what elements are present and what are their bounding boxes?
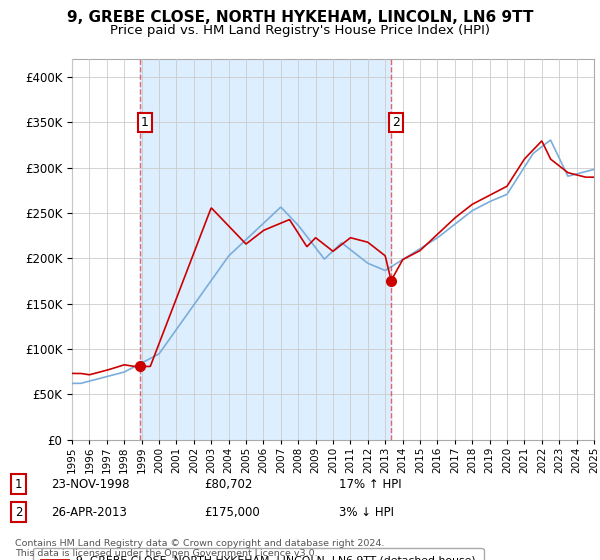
Text: £175,000: £175,000	[204, 506, 260, 519]
Text: 17% ↑ HPI: 17% ↑ HPI	[339, 478, 401, 491]
Text: 3% ↓ HPI: 3% ↓ HPI	[339, 506, 394, 519]
Text: Contains HM Land Registry data © Crown copyright and database right 2024.
This d: Contains HM Land Registry data © Crown c…	[15, 539, 385, 558]
Bar	[140, 59, 391, 440]
Text: 1: 1	[141, 116, 149, 129]
Legend: 9, GREBE CLOSE, NORTH HYKEHAM, LINCOLN, LN6 9TT (detached house), HPI: Average p: 9, GREBE CLOSE, NORTH HYKEHAM, LINCOLN, …	[33, 548, 484, 560]
Text: 9, GREBE CLOSE, NORTH HYKEHAM, LINCOLN, LN6 9TT: 9, GREBE CLOSE, NORTH HYKEHAM, LINCOLN, …	[67, 10, 533, 25]
Text: Price paid vs. HM Land Registry's House Price Index (HPI): Price paid vs. HM Land Registry's House …	[110, 24, 490, 36]
Text: 2: 2	[392, 116, 400, 129]
Text: 23-NOV-1998: 23-NOV-1998	[51, 478, 130, 491]
Text: 26-APR-2013: 26-APR-2013	[51, 506, 127, 519]
Text: £80,702: £80,702	[204, 478, 253, 491]
Text: 2: 2	[15, 506, 23, 519]
Text: 1: 1	[15, 478, 23, 491]
